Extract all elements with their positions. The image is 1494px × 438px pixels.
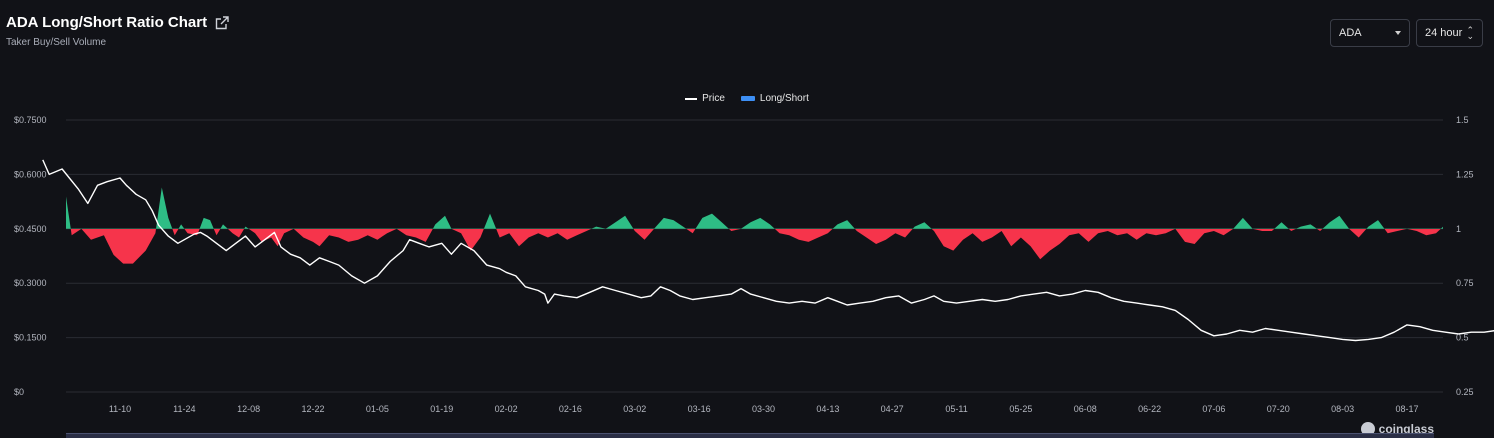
x-tick-label: 07-06	[1202, 404, 1225, 414]
x-tick-label: 11-24	[173, 404, 195, 414]
x-tick-label: 12-08	[237, 404, 260, 414]
right-tick-label: 0.75	[1456, 278, 1474, 288]
x-tick-label: 03-30	[752, 404, 775, 414]
right-axis: 0.25 0.5 0.75 1 1.25 1.5	[1456, 115, 1474, 397]
time-range-value: 24 hour	[1425, 27, 1463, 39]
x-axis: 11-10 11-24 12-08 12-22 01-05 01-19 02-02 02-16…	[109, 404, 1419, 414]
x-tick-label: 04-13	[816, 404, 839, 414]
long-short-area	[66, 187, 1443, 264]
x-tick-label: 05-25	[1009, 404, 1032, 414]
x-tick-label: 03-02	[623, 404, 646, 414]
left-tick-label: $0.1500	[14, 333, 47, 343]
x-tick-label: 08-17	[1395, 404, 1418, 414]
left-axis: $0 $0.1500 $0.3000 $0.4500 $0.6000 $0.7500	[14, 115, 47, 397]
chart-zoom-scrollbar[interactable]	[66, 433, 1434, 438]
chart-header: ADA Long/Short Ratio Chart Taker Buy/Sel…	[6, 14, 229, 48]
x-tick-label: 03-16	[688, 404, 711, 414]
chart-legend: Price Long/Short	[0, 93, 1494, 104]
coinglass-watermark: coinglass	[1360, 422, 1434, 436]
left-tick-label: $0.3000	[14, 278, 47, 288]
coinglass-logo-icon	[1360, 422, 1375, 436]
external-link-icon[interactable]	[215, 15, 229, 30]
legend-item-price[interactable]: Price	[685, 93, 725, 104]
asset-select[interactable]: ADA	[1330, 19, 1410, 47]
left-tick-label: $0	[14, 387, 24, 397]
left-tick-label: $0.7500	[14, 115, 47, 125]
time-range-select[interactable]: 24 hour ⌃ ⌄	[1416, 19, 1483, 47]
price-line-layer	[42, 159, 1494, 342]
right-tick-label: 1.5	[1456, 115, 1469, 125]
left-tick-label: $0.6000	[14, 169, 47, 179]
chart-controls: ADA 24 hour ⌃ ⌄	[1330, 19, 1483, 47]
x-tick-label: 11-10	[109, 404, 131, 414]
x-tick-label: 07-20	[1267, 404, 1290, 414]
chevron-down-icon	[1395, 31, 1401, 35]
right-tick-label: 0.5	[1456, 333, 1469, 343]
chart-subtitle: Taker Buy/Sell Volume	[6, 37, 107, 48]
x-tick-label: 08-03	[1331, 404, 1354, 414]
long-area-positive	[66, 187, 1443, 229]
x-tick-label: 04-27	[881, 404, 904, 414]
grid-lines	[66, 119, 1443, 393]
right-tick-label: 1	[1456, 224, 1461, 234]
watermark-text: coinglass	[1378, 422, 1434, 436]
x-tick-label: 06-22	[1138, 404, 1161, 414]
legend-item-long-short[interactable]: Long/Short	[740, 93, 809, 104]
right-tick-label: 0.25	[1456, 387, 1474, 397]
legend-price-label: Price	[702, 93, 725, 104]
price-line-swatch-icon	[685, 97, 698, 100]
x-tick-label: 01-19	[430, 404, 453, 414]
asset-select-value: ADA	[1339, 27, 1362, 39]
long-short-swatch-icon	[740, 96, 755, 101]
x-tick-label: 06-08	[1074, 404, 1097, 414]
x-tick-label: 05-11	[945, 404, 967, 414]
x-tick-label: 02-02	[495, 404, 518, 414]
page-title: ADA Long/Short Ratio Chart	[6, 14, 229, 31]
x-tick-label: 01-05	[366, 404, 389, 414]
right-tick-label: 1.25	[1456, 169, 1474, 179]
x-tick-label: 12-22	[302, 404, 325, 414]
legend-long-short-label: Long/Short	[759, 93, 809, 104]
price-line	[42, 159, 1494, 342]
x-tick-label: 02-16	[559, 404, 582, 414]
chart-title: ADA Long/Short Ratio Chart	[6, 14, 208, 31]
updown-arrows-icon: ⌃ ⌄	[1466, 25, 1474, 41]
left-tick-label: $0.4500	[14, 224, 47, 234]
